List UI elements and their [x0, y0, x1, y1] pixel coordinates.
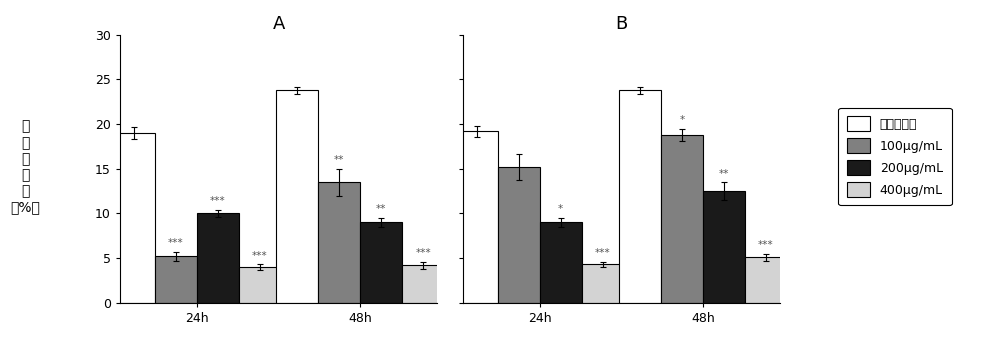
Text: ***: ***	[758, 240, 774, 250]
Text: **: **	[376, 204, 387, 214]
Bar	[745, 257, 787, 303]
Bar	[703, 191, 745, 303]
Bar	[239, 267, 281, 303]
Bar	[113, 133, 155, 303]
Legend: 空白对照组, 100μg/mL, 200μg/mL, 400μg/mL: 空白对照组, 100μg/mL, 200μg/mL, 400μg/mL	[838, 108, 952, 205]
Bar	[619, 90, 661, 303]
Text: **: **	[334, 155, 345, 165]
Text: *: *	[679, 115, 685, 125]
Bar	[155, 256, 197, 303]
Bar	[661, 135, 703, 303]
Text: *: *	[558, 204, 563, 214]
Text: **: **	[719, 168, 729, 179]
Text: ***: ***	[252, 251, 268, 261]
Bar	[318, 182, 360, 303]
Bar	[456, 131, 498, 303]
Bar	[402, 265, 444, 303]
Bar	[360, 222, 402, 303]
Title: A: A	[272, 15, 285, 33]
Bar	[197, 213, 239, 303]
Text: ***: ***	[168, 238, 184, 248]
Bar	[276, 90, 318, 303]
Bar	[498, 167, 540, 303]
Title: B: B	[615, 15, 627, 33]
Bar	[582, 264, 624, 303]
Text: 细
胞
迁
移
率
（%）: 细 胞 迁 移 率 （%）	[10, 120, 40, 214]
Text: ***: ***	[415, 248, 431, 258]
Text: ***: ***	[210, 196, 226, 206]
Bar	[540, 222, 582, 303]
Text: ***: ***	[595, 248, 611, 258]
